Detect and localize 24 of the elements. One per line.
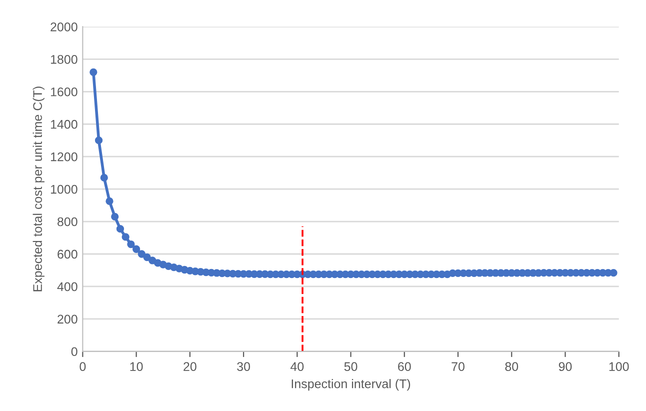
- y-tick-label: 1200: [50, 152, 78, 162]
- y-tick-label: 400: [57, 282, 78, 292]
- y-axis-title: Expected total cost per unit time C(T): [32, 86, 44, 292]
- x-tick-label: 100: [609, 362, 629, 372]
- x-tick-label: 60: [398, 362, 411, 372]
- y-tick-label: 1000: [50, 184, 78, 194]
- x-tick-label: 80: [505, 362, 518, 372]
- y-tick-label: 600: [58, 250, 78, 259]
- x-tick-label: 90: [558, 362, 572, 372]
- y-tick-label: 1600: [50, 87, 78, 96]
- y-tick-label: 800: [58, 217, 78, 226]
- y-tick-label: 1800: [50, 54, 78, 64]
- x-tick-label: 40: [290, 362, 304, 372]
- x-tick-label: 20: [184, 362, 196, 372]
- y-tick-label: 2000: [50, 22, 78, 32]
- y-tick-label: 0: [71, 347, 78, 356]
- y-tick-label: 1400: [50, 120, 78, 129]
- x-tick-label: 70: [452, 362, 464, 372]
- y-tick-label: 200: [58, 314, 78, 324]
- x-tick-label: 30: [237, 362, 250, 372]
- x-axis-title: Inspection interval (T): [292, 379, 410, 391]
- x-tick-label: 10: [130, 362, 143, 372]
- x-tick-label: 0: [80, 362, 86, 372]
- x-tick-label: 50: [344, 362, 358, 372]
